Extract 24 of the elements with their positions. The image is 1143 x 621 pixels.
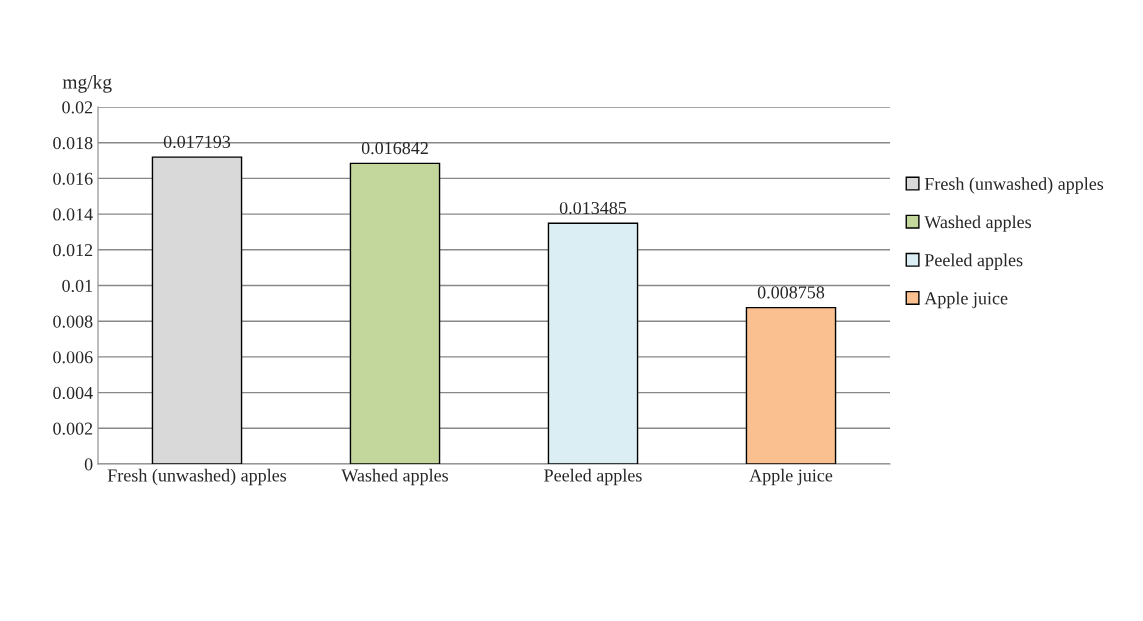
data-label: 0.013485	[559, 201, 627, 215]
y-tick-label: 0.016	[53, 172, 93, 185]
legend-label: Fresh (unwashed) apples	[924, 177, 1104, 194]
x-tick-label: Peeled apples	[544, 468, 642, 486]
y-tick-label: 0.01	[62, 279, 93, 293]
x-tick-label: Washed apples	[341, 468, 449, 486]
legend-label: Apple juice	[924, 291, 1008, 309]
y-tick-label: 0.008	[53, 315, 93, 328]
data-label: 0.017193	[163, 135, 231, 148]
y-tick-label: 0.004	[53, 386, 93, 400]
y-tick-label: 0.002	[53, 422, 93, 435]
data-label: 0.016842	[361, 141, 428, 155]
y-tick-label: 0.006	[53, 351, 93, 364]
x-tick-label: Apple juice	[749, 468, 833, 486]
data-label: 0.008758	[757, 286, 825, 299]
y-tick-label: 0.018	[53, 136, 93, 150]
y-axis-title: mg/kg	[62, 75, 112, 93]
y-tick-label: 0.014	[53, 208, 93, 221]
x-tick-label: Fresh (unwashed) apples	[107, 468, 287, 486]
legend-label: Washed apples	[924, 215, 1031, 232]
y-tick-label: 0.02	[62, 101, 93, 114]
y-tick-label: 0	[84, 458, 93, 471]
y-tick-label: 0.012	[53, 244, 93, 257]
legend-label: Peeled apples	[924, 253, 1023, 270]
